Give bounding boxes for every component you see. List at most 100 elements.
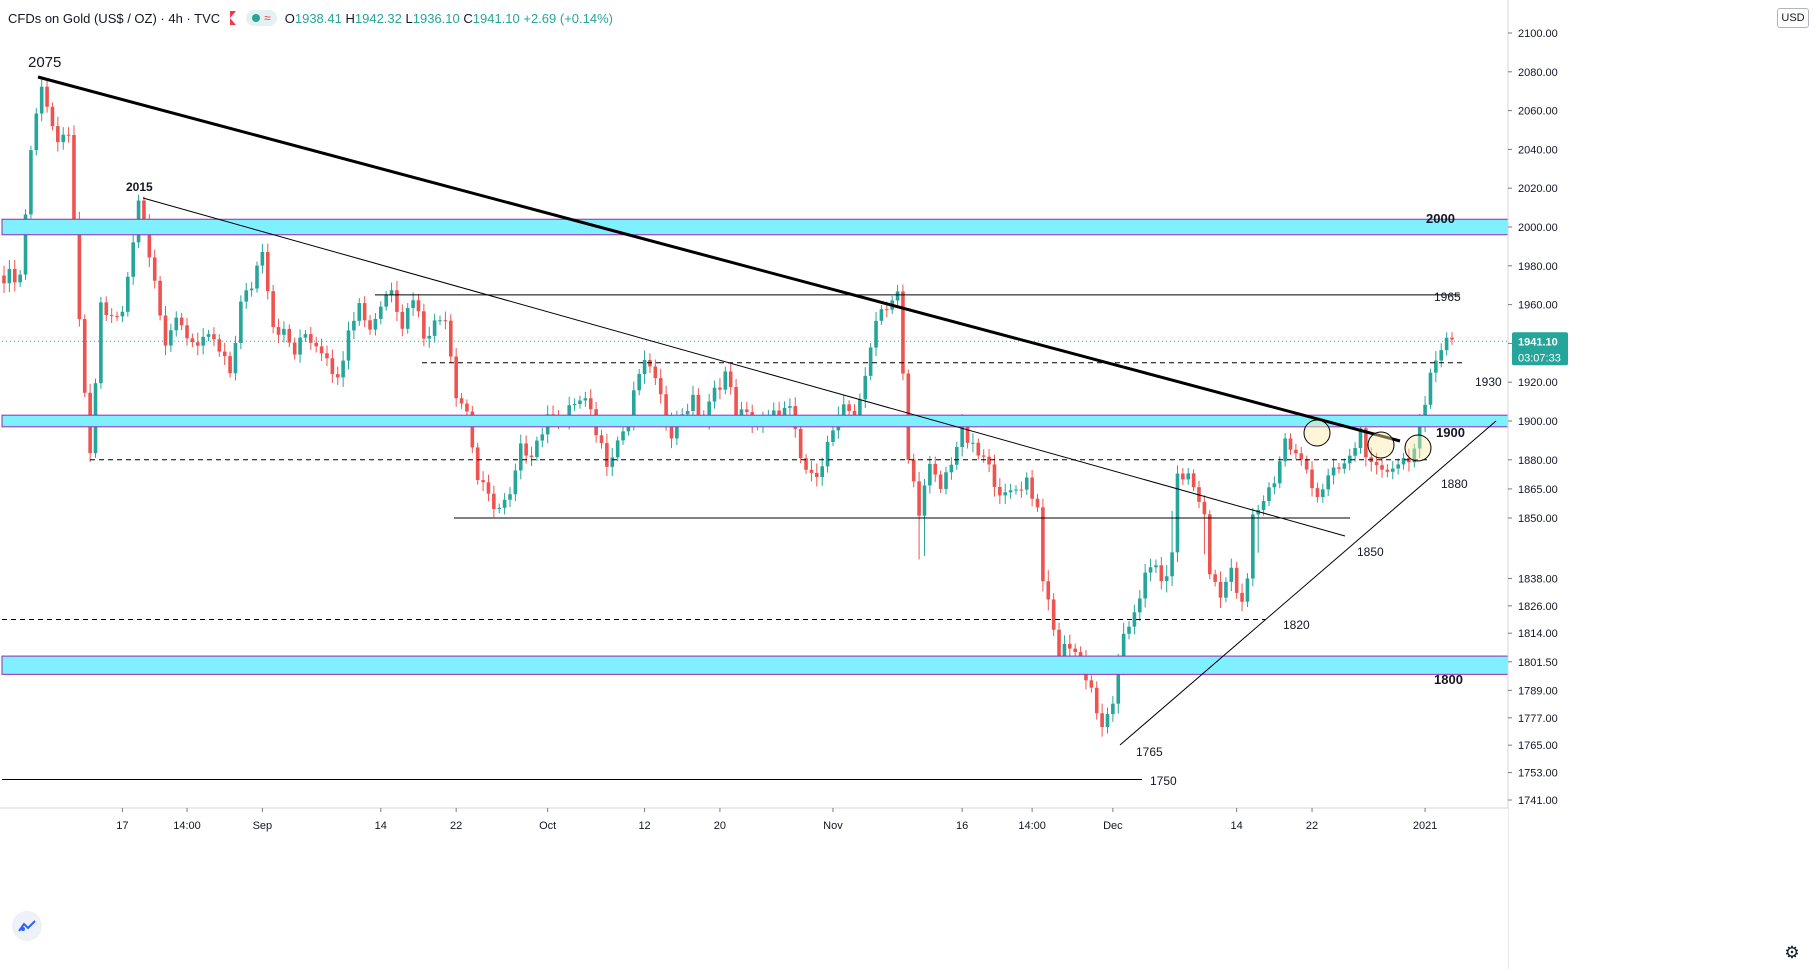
candle-body bbox=[637, 374, 641, 391]
candle-body bbox=[884, 309, 889, 311]
candle-body bbox=[788, 406, 792, 408]
candle-body bbox=[298, 337, 302, 355]
y-tick-label: 2020.00 bbox=[1518, 183, 1558, 195]
candle-body bbox=[335, 374, 340, 378]
candle-body bbox=[432, 320, 437, 336]
market-open-icon bbox=[252, 14, 261, 22]
candle-body bbox=[728, 371, 733, 387]
candle-body bbox=[1396, 464, 1400, 469]
y-tick-label: 1801.50 bbox=[1518, 657, 1558, 669]
y-tick-label: 1765.00 bbox=[1518, 740, 1558, 752]
candle-body bbox=[1030, 477, 1034, 499]
candle-body bbox=[1347, 455, 1352, 464]
candle-body bbox=[319, 346, 324, 354]
candle-body bbox=[1051, 599, 1056, 630]
y-tick-label: 1880.00 bbox=[1518, 455, 1558, 467]
candle-body bbox=[847, 404, 851, 411]
candle-body bbox=[303, 334, 308, 338]
candle-body bbox=[18, 274, 22, 283]
x-tick-label: 22 bbox=[450, 820, 462, 832]
candle-body bbox=[1154, 565, 1158, 568]
candle-body bbox=[195, 342, 200, 346]
candle-body bbox=[1003, 492, 1008, 496]
candle-body bbox=[1288, 438, 1293, 450]
label-1850: 1850 bbox=[1357, 545, 1384, 559]
candle-body bbox=[1148, 567, 1153, 573]
tradingview-logo-icon[interactable] bbox=[12, 911, 42, 941]
y-tick-label: 1741.00 bbox=[1518, 795, 1558, 807]
y-tick-label: 1753.00 bbox=[1518, 768, 1558, 780]
x-tick-label: 2021 bbox=[1413, 820, 1437, 832]
candle-body bbox=[1008, 490, 1013, 493]
candle-body bbox=[1041, 507, 1045, 582]
candle-body bbox=[782, 407, 787, 418]
candle-body bbox=[621, 431, 625, 441]
x-tick-label: 16 bbox=[956, 820, 968, 832]
flag-icon[interactable] bbox=[230, 11, 237, 25]
candle-body bbox=[513, 470, 518, 495]
candle-body bbox=[879, 309, 884, 321]
candle-body bbox=[976, 442, 981, 456]
candle-body bbox=[45, 86, 49, 107]
candle-body bbox=[201, 336, 205, 346]
candle-body bbox=[23, 214, 28, 275]
candle-body bbox=[1073, 648, 1077, 653]
candle-body bbox=[712, 387, 717, 402]
candle-body bbox=[1159, 565, 1164, 582]
candle-body bbox=[405, 307, 410, 329]
price-axis-bg bbox=[1508, 0, 1817, 969]
label-1750: 1750 bbox=[1150, 774, 1177, 788]
candle-body bbox=[1380, 465, 1384, 470]
candle-body bbox=[1229, 567, 1234, 582]
candle-body bbox=[147, 223, 152, 258]
candle-body bbox=[1267, 487, 1271, 502]
candle-body bbox=[675, 417, 679, 439]
y-tick-label: 1814.00 bbox=[1518, 628, 1558, 640]
symbol-title[interactable]: CFDs on Gold (US$ / OZ) · 4h · TVC bbox=[8, 10, 221, 26]
x-tick-label: Nov bbox=[823, 820, 843, 832]
candle-body bbox=[29, 150, 33, 215]
candle-body bbox=[874, 320, 878, 348]
label-2015: 2015 bbox=[126, 180, 153, 194]
candle-body bbox=[362, 303, 367, 321]
candle-body bbox=[368, 320, 372, 330]
candle-body bbox=[998, 486, 1002, 496]
time-axis: 17 14:00 Sep 14 22 Oct 12 20 Nov 16 14:00 Dec 14 22 20… bbox=[0, 807, 1508, 969]
y-tick-label: 2060.00 bbox=[1518, 106, 1558, 118]
candle-body bbox=[1057, 629, 1061, 660]
candle-body bbox=[529, 455, 534, 457]
candle-body bbox=[1121, 633, 1126, 664]
candle-body bbox=[260, 251, 265, 266]
candle-body bbox=[282, 328, 286, 335]
candle-body bbox=[1024, 477, 1029, 490]
candle-body bbox=[685, 410, 690, 415]
last-price-label: 1941.10 bbox=[1518, 336, 1558, 348]
candle-body bbox=[206, 334, 211, 337]
candle-body bbox=[535, 440, 539, 457]
y-tick-label: 1850.00 bbox=[1518, 513, 1558, 525]
drawings-layer: 2075 2015 2000 1965 1930 1900 1880 1850 1820 1800… bbox=[1, 54, 1509, 788]
gear-icon[interactable]: ⚙ bbox=[1784, 943, 1800, 962]
candle-body bbox=[901, 291, 905, 374]
candle-body bbox=[309, 334, 313, 343]
candle-body bbox=[583, 398, 588, 401]
main-downtrend-line bbox=[37, 75, 1401, 443]
currency-button[interactable]: USD bbox=[1777, 8, 1809, 28]
candle-body bbox=[1100, 713, 1104, 728]
candle-body bbox=[1261, 501, 1266, 510]
status-pill[interactable]: ≈ bbox=[246, 10, 277, 26]
candle-body bbox=[174, 317, 179, 331]
candle-body bbox=[718, 387, 722, 390]
candle-body bbox=[642, 359, 647, 375]
candle-body bbox=[858, 399, 862, 416]
candle-body bbox=[1450, 337, 1454, 340]
candle-body bbox=[379, 306, 383, 319]
candle-body bbox=[658, 378, 663, 395]
x-tick-label: 20 bbox=[714, 820, 726, 832]
candle-body bbox=[1046, 581, 1051, 600]
candle-body bbox=[960, 423, 964, 447]
candle-body bbox=[459, 398, 464, 404]
candle-body bbox=[185, 325, 189, 339]
